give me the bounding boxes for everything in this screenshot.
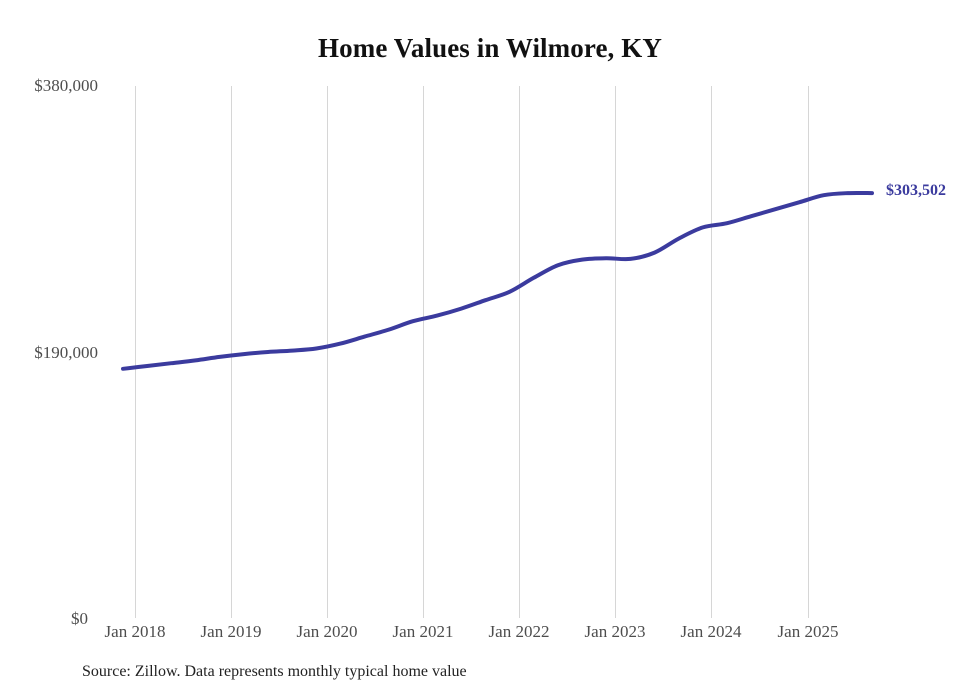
x-axis-tick-jan-2022: Jan 2022 [488,622,550,641]
gridline-jan-2025 [808,86,809,618]
y-axis-tick-top: $380,000 [34,76,98,95]
gridline-jan-2018 [135,86,136,618]
gridline-jan-2024 [711,86,712,618]
series-line-typical-home-value [121,190,874,371]
x-axis-tick-jan-2021: Jan 2021 [392,622,454,641]
gridline-jan-2019 [231,86,232,618]
x-axis-tick-jan-2020: Jan 2020 [296,622,358,641]
gridline-jan-2022 [519,86,520,618]
y-axis-tick-middle: $190,000 [34,343,98,362]
x-axis-tick-jan-2019: Jan 2019 [200,622,262,641]
gridline-jan-2020 [327,86,328,618]
end-value-annotation: $303,502 [886,182,946,200]
x-axis-tick-jan-2024: Jan 2024 [680,622,742,641]
x-axis-tick-jan-2018: Jan 2018 [104,622,166,641]
source-note: Source: Zillow. Data represents monthly … [82,663,467,680]
y-axis-tick-bottom: $0 [71,609,88,628]
x-axis-tick-jan-2025: Jan 2025 [777,622,839,641]
gridline-jan-2023 [615,86,616,618]
x-axis-tick-jan-2023: Jan 2023 [584,622,646,641]
chart-title: Home Values in Wilmore, KY [318,33,662,63]
gridline-jan-2021 [423,86,424,618]
